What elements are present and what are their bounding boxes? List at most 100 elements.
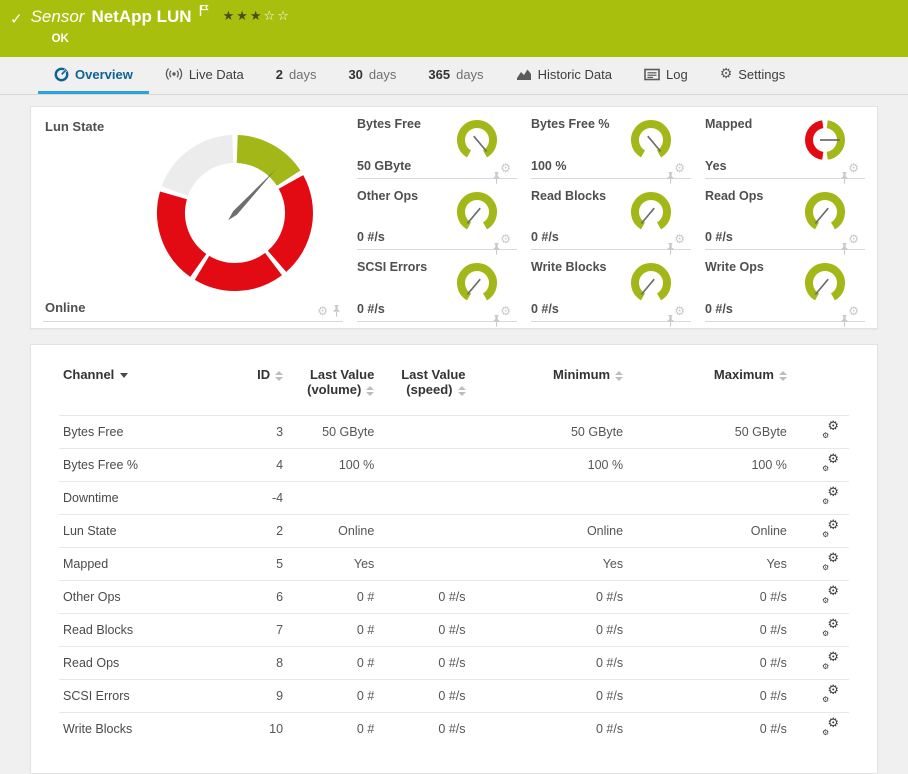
tab-label: Live Data <box>188 66 244 82</box>
gear-small-icon: ⚙ <box>822 662 830 671</box>
gauge-settings-icon[interactable]: ⚙ <box>848 304 859 318</box>
value-cell: 5 <box>230 547 288 581</box>
gauge-settings-icon[interactable]: ⚙ <box>500 160 511 175</box>
tab-label: Historic Data <box>537 66 612 82</box>
value-cell: 100 % <box>627 448 791 482</box>
pin-icon[interactable] <box>332 305 341 317</box>
gauge-settings-icon[interactable]: ⚙ <box>848 160 859 175</box>
sort-toggle-icon[interactable] <box>778 370 787 381</box>
gear-large-icon: ⚙ <box>827 452 839 467</box>
tab-settings[interactable]: ⚙ Settings <box>704 57 802 94</box>
channel-name-cell: Mapped <box>59 547 231 581</box>
sort-toggle-icon[interactable] <box>275 370 284 381</box>
value-cell: 0 # <box>287 679 379 713</box>
channel-settings-icon[interactable]: ⚙ ⚙ <box>822 683 839 704</box>
gauge-settings-icon[interactable]: ⚙ <box>674 232 685 247</box>
tab-2-days[interactable]: 2 days <box>260 57 333 94</box>
value-cell: 0 #/s <box>469 646 628 680</box>
value-cell: 0 #/s <box>469 580 628 614</box>
channel-settings-icon[interactable]: ⚙ ⚙ <box>822 452 839 473</box>
tab-365-days[interactable]: 365 days <box>412 57 499 94</box>
channel-gauge <box>805 263 845 301</box>
gauge-cell-actions: ⚙ <box>667 160 689 184</box>
channel-gauge-title: SCSI Errors <box>357 260 428 275</box>
row-actions-cell: ⚙ ⚙ <box>790 481 849 515</box>
column-header-channel[interactable]: Channel <box>59 359 230 416</box>
value-cell <box>378 415 470 449</box>
tab-label: Log <box>665 66 688 82</box>
star-filled-icon[interactable]: ★ <box>222 9 237 24</box>
value-cell: 0 #/s <box>469 712 628 746</box>
value-cell: 0 #/s <box>627 580 791 614</box>
channel-settings-icon[interactable]: ⚙ ⚙ <box>822 518 839 539</box>
channel-gauge-title: Write Blocks <box>531 260 607 275</box>
star-filled-icon[interactable]: ★ <box>236 9 250 24</box>
star-empty-icon[interactable]: ☆ <box>263 9 278 24</box>
historic-data-icon <box>516 68 532 81</box>
gear-large-icon: ⚙ <box>827 650 839 665</box>
sort-up-arrow <box>366 385 375 390</box>
tab-label: Settings <box>738 66 786 82</box>
gauge-settings-icon[interactable]: ⚙ <box>317 304 328 318</box>
column-header-maximum[interactable]: Maximum <box>627 359 791 416</box>
column-header-id[interactable]: ID <box>230 359 287 416</box>
gauge-settings-icon[interactable]: ⚙ <box>500 232 511 247</box>
gear-small-icon: ⚙ <box>822 629 830 638</box>
tab-number: 30 <box>348 66 363 82</box>
sort-toggle-icon[interactable] <box>457 385 466 396</box>
channel-settings-icon[interactable]: ⚙ ⚙ <box>822 617 839 638</box>
channel-settings-icon[interactable]: ⚙ ⚙ <box>822 551 839 572</box>
gauge-cell-actions: ⚙ <box>317 305 341 317</box>
gauge-cell-other-ops: Other Ops 0 #/s ⚙ <box>357 179 517 255</box>
tab-historic-data[interactable]: Historic Data <box>500 57 628 94</box>
table-row-other-ops: Other Ops 6 0 #0 #/s 0 #/s 0 #/s ⚙ ⚙ <box>59 580 849 614</box>
column-header-last-value-volume[interactable]: Last Value (volume) <box>287 359 378 416</box>
tab-live-data[interactable]: Live Data <box>149 57 260 94</box>
value-cell <box>378 448 470 482</box>
gauge-cell-actions: ⚙ <box>493 232 515 255</box>
channel-settings-icon[interactable]: ⚙ ⚙ <box>822 584 839 605</box>
star-filled-icon[interactable]: ★ <box>249 9 264 24</box>
column-header-label: Maximum <box>713 367 774 382</box>
flag-icon[interactable] <box>199 2 209 22</box>
gauge-cell-actions: ⚙ <box>841 232 863 255</box>
gear-large-icon: ⚙ <box>827 485 839 500</box>
gauge-settings-icon[interactable]: ⚙ <box>500 304 511 318</box>
channel-gauge-value: 0 #/s <box>705 230 733 245</box>
tab-log[interactable]: Log <box>628 57 704 94</box>
sort-toggle-icon[interactable] <box>615 370 624 381</box>
channel-gauge-title: Other Ops <box>357 188 419 203</box>
lun-state-gauge-cell: Lun State Online ⚙ <box>43 107 343 322</box>
channel-gauge-value: 0 #/s <box>357 230 385 245</box>
value-cell: Yes <box>287 547 379 581</box>
value-cell: 0 # <box>287 712 379 746</box>
column-header-minimum[interactable]: Minimum <box>470 359 628 416</box>
channel-settings-icon[interactable]: ⚙ ⚙ <box>822 650 839 671</box>
gauge-settings-icon[interactable]: ⚙ <box>674 304 685 318</box>
value-cell: 50 GByte <box>287 415 379 449</box>
table-row-downtime: Downtime -4 ⚙ ⚙ <box>59 481 849 515</box>
channel-settings-icon[interactable]: ⚙ ⚙ <box>822 716 839 737</box>
value-cell: Yes <box>627 547 791 581</box>
column-header-last-value-speed[interactable]: Last Value (speed) <box>378 359 469 416</box>
gauge-settings-icon[interactable]: ⚙ <box>848 232 859 247</box>
sort-down-arrow <box>275 376 284 381</box>
gauges-panel: Lun State Online ⚙ Bytes Free 50 GByte ⚙ By… <box>30 106 878 329</box>
value-cell: 0 #/s <box>469 679 628 713</box>
star-empty-icon[interactable]: ☆ <box>277 9 291 24</box>
value-cell: Online <box>287 514 379 548</box>
value-cell: 0 #/s <box>378 679 470 713</box>
value-cell <box>469 481 628 515</box>
priority-stars[interactable]: ★★★☆☆ <box>223 7 291 27</box>
value-cell: 0 #/s <box>378 646 470 680</box>
channel-settings-icon[interactable]: ⚙ ⚙ <box>822 419 839 440</box>
gear-small-icon: ⚙ <box>822 464 830 473</box>
gauge-settings-icon[interactable]: ⚙ <box>674 160 685 175</box>
value-cell: 0 # <box>287 646 379 680</box>
tab-overview[interactable]: Overview <box>38 57 149 94</box>
channel-gauge <box>457 191 497 229</box>
sort-toggle-icon[interactable] <box>366 385 375 396</box>
channel-settings-icon[interactable]: ⚙ ⚙ <box>822 485 839 506</box>
tab-30-days[interactable]: 30 days <box>332 57 412 94</box>
sort-down-arrow <box>366 391 375 396</box>
